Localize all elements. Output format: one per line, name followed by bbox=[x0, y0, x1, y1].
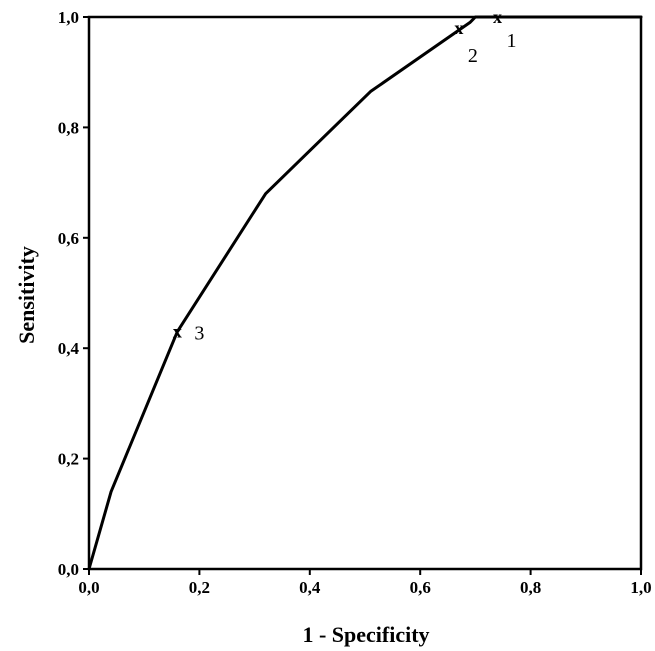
x-tick-label: 0,8 bbox=[520, 578, 541, 597]
y-tick-label: 1,0 bbox=[58, 8, 79, 27]
cutoff-marker: x2 bbox=[454, 18, 478, 67]
y-tick-label: 0,8 bbox=[58, 118, 79, 137]
x-axis-title: 1 - Specificity bbox=[302, 622, 429, 647]
y-tick-label: 0,6 bbox=[58, 229, 79, 248]
y-axis: 0,0 0,2 0,4 0,6 0,8 1,0 bbox=[58, 8, 89, 579]
roc-curve-line bbox=[87, 15, 643, 571]
plot-frame bbox=[87, 15, 643, 571]
x-tick-label: 1,0 bbox=[630, 578, 651, 597]
series-layer bbox=[87, 15, 643, 571]
marker-symbol: x bbox=[173, 322, 182, 342]
marker-label: 3 bbox=[194, 323, 204, 345]
x-tick-label: 0,0 bbox=[78, 578, 99, 597]
cutoff-marker: x1 bbox=[493, 7, 517, 52]
marker-symbol: x bbox=[493, 7, 502, 27]
x-tick-label: 0,6 bbox=[410, 578, 431, 597]
y-tick-label: 0,4 bbox=[58, 339, 80, 358]
marker-symbol: x bbox=[454, 18, 463, 38]
x-tick-label: 0,4 bbox=[299, 578, 321, 597]
y-axis-title: Sensitivity bbox=[14, 246, 39, 344]
marker-label: 2 bbox=[468, 45, 478, 67]
y-tick-label: 0,0 bbox=[58, 560, 79, 579]
marker-label: 1 bbox=[506, 30, 516, 52]
plot-border bbox=[87, 15, 643, 571]
x-axis: 0,0 0,2 0,4 0,6 0,8 1,0 bbox=[78, 569, 652, 597]
y-tick-label: 0,2 bbox=[58, 450, 79, 469]
x-tick-label: 0,2 bbox=[189, 578, 210, 597]
